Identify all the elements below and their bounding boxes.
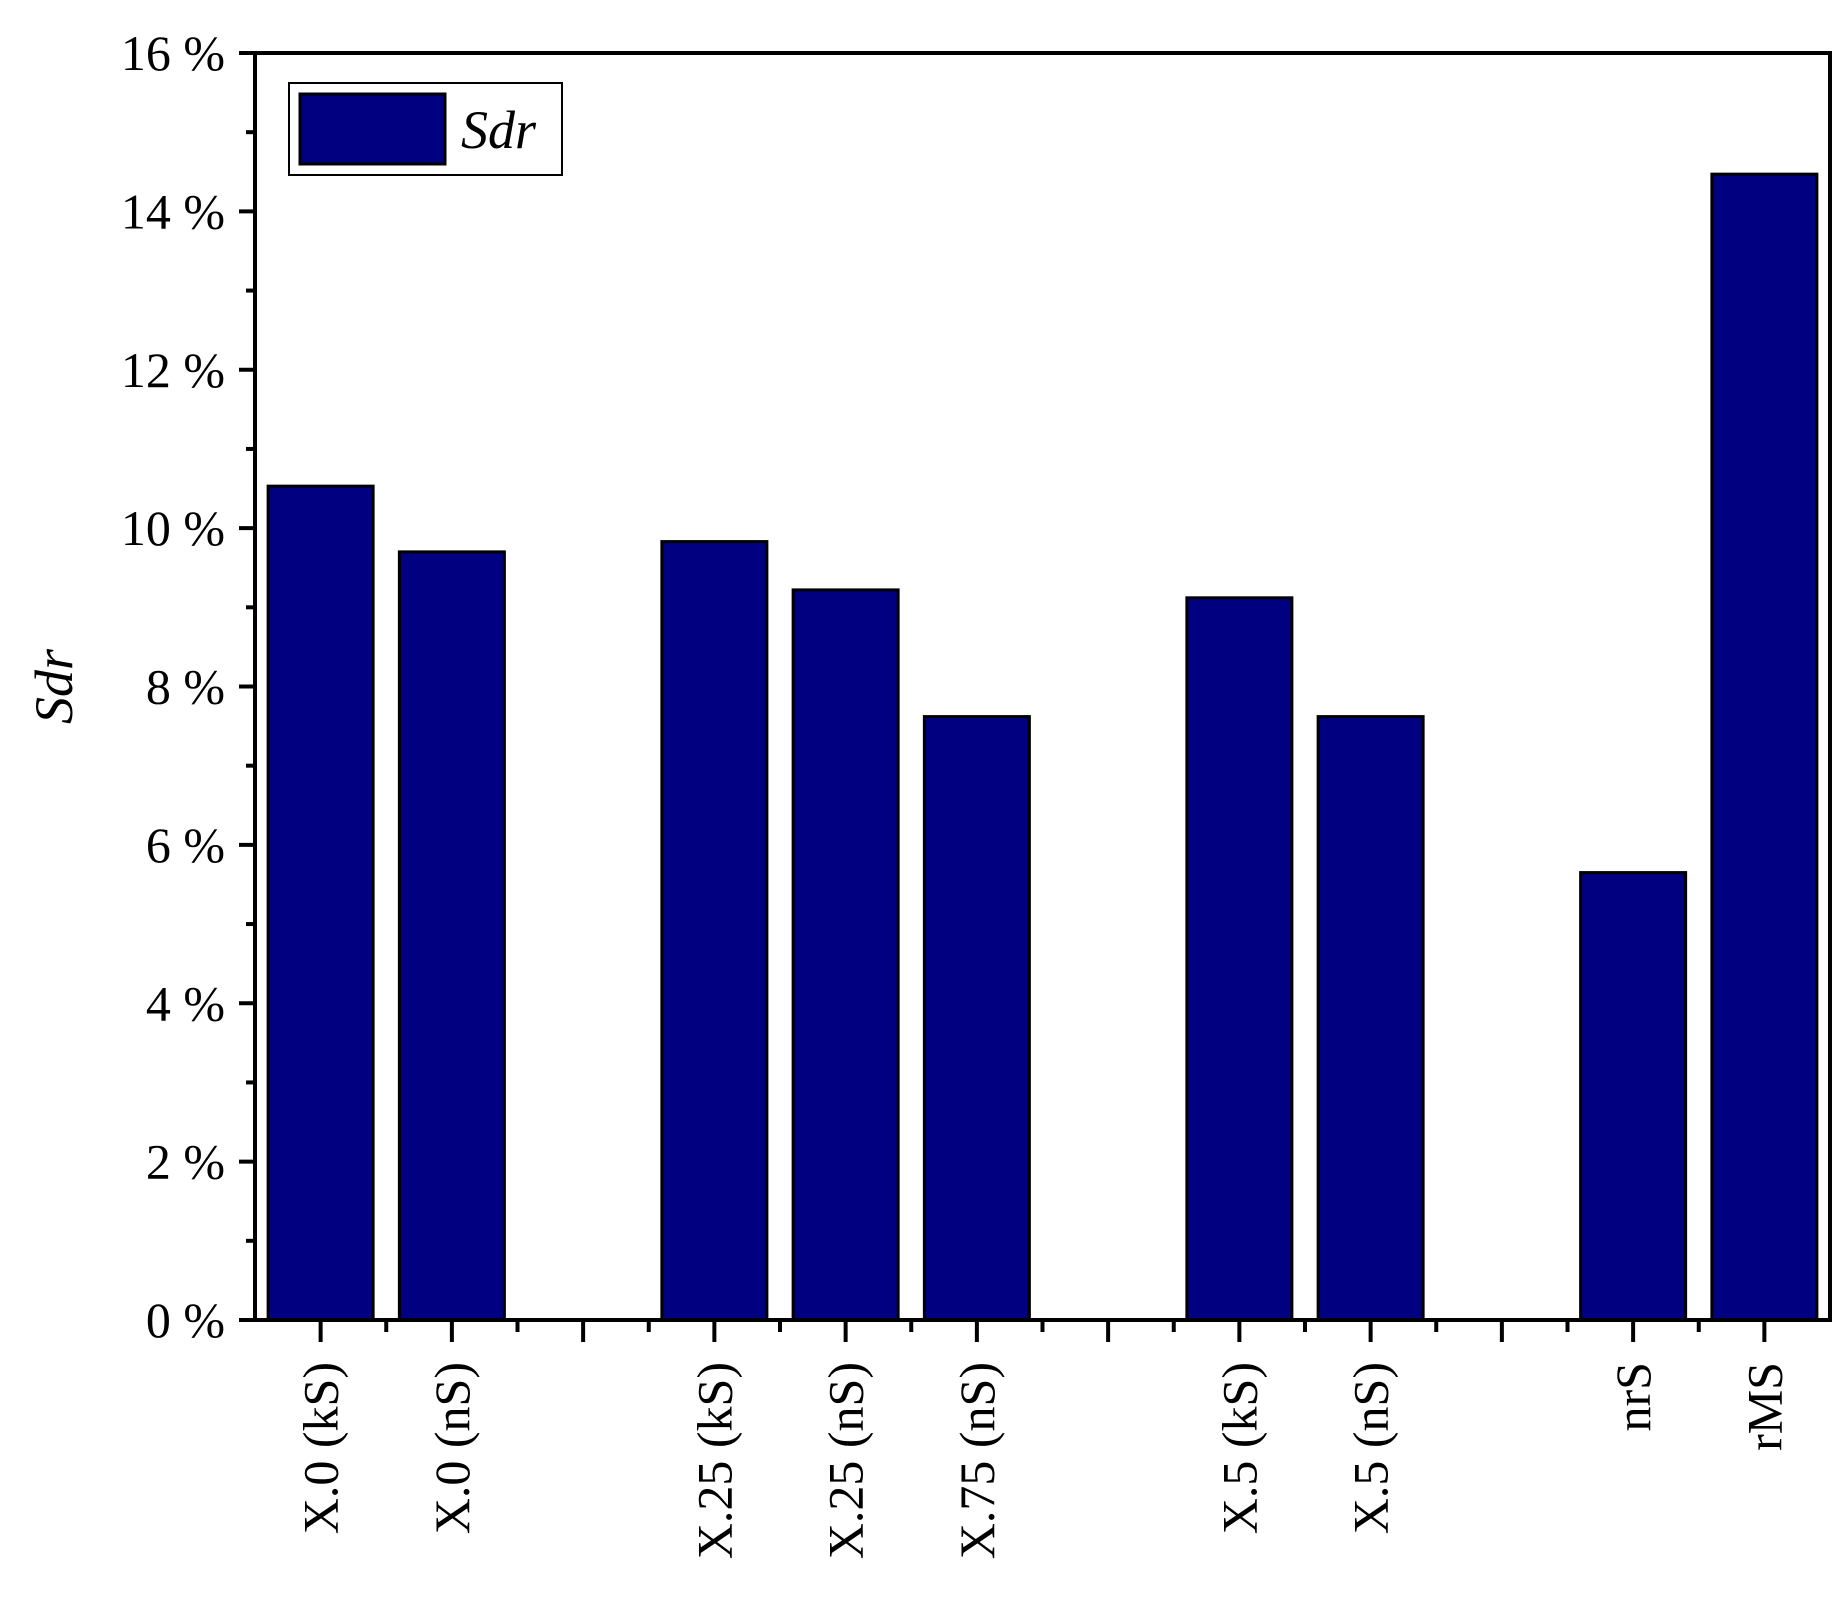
x-tick-label: X.0 (kS) — [293, 1362, 349, 1534]
legend-label-sdr: Sdr — [461, 100, 537, 160]
legend-swatch-sdr — [298, 92, 447, 166]
x-axis: X.0 (kS) X.0 (nS) X.25 (kS) X.25 (nS) X.75 (… — [293, 1320, 1792, 1559]
y-tick-label: 10 % — [121, 500, 225, 556]
x-tick-label: X.5 (nS) — [1343, 1362, 1399, 1534]
y-axis: 0 % 2 % 4 % 6 % 8 % 10 % 12 % 14 % 16 % — [121, 25, 255, 1348]
bar-x-0-ns- — [397, 550, 506, 1322]
bars-group — [266, 172, 1819, 1322]
y-tick-label: 12 % — [121, 342, 225, 398]
x-tick-label: X.0 (nS) — [424, 1362, 480, 1534]
bar-x-25-ks- — [660, 540, 769, 1322]
legend: Sdr — [288, 82, 563, 176]
y-axis-title: Sdr — [24, 648, 84, 724]
bar-x-75-ns- — [922, 715, 1031, 1322]
x-tick-label: X.25 (nS) — [818, 1362, 874, 1559]
bar-x-25-ns- — [791, 588, 900, 1322]
bar-nrs — [1579, 871, 1688, 1322]
x-tick-label: nrS — [1605, 1362, 1661, 1431]
y-tick-label: 2 % — [146, 1134, 225, 1190]
bar-x-0-ks- — [266, 484, 375, 1322]
plot-frame — [253, 51, 1832, 1322]
x-tick-label: rMS — [1736, 1362, 1792, 1451]
x-tick-label: X.5 (kS) — [1211, 1362, 1267, 1534]
y-tick-label: 16 % — [121, 25, 225, 81]
bar-x-5-ns- — [1316, 715, 1425, 1322]
x-tick-label: X.25 (kS) — [686, 1362, 742, 1559]
x-tick-label: X.75 (nS) — [949, 1362, 1005, 1559]
y-tick-label: 6 % — [146, 817, 225, 873]
y-tick-label: 14 % — [121, 183, 225, 239]
y-tick-label: 0 % — [146, 1292, 225, 1348]
bar-x-5-ks- — [1185, 596, 1294, 1322]
bar-rms — [1710, 172, 1819, 1322]
y-tick-label: 4 % — [146, 975, 225, 1031]
y-tick-label: 8 % — [146, 659, 225, 715]
